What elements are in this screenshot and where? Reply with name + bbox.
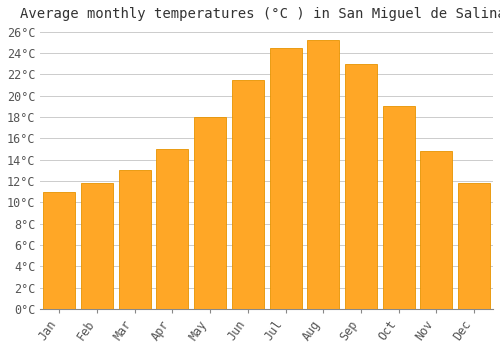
Bar <box>194 117 226 309</box>
Bar <box>118 170 150 309</box>
Bar <box>420 151 452 309</box>
Bar <box>270 48 302 309</box>
Bar <box>458 183 490 309</box>
Bar <box>156 149 188 309</box>
Bar <box>382 106 415 309</box>
Bar <box>232 80 264 309</box>
Bar <box>43 192 75 309</box>
Bar <box>307 40 340 309</box>
Bar <box>81 183 113 309</box>
Bar <box>345 64 377 309</box>
Title: Average monthly temperatures (°C ) in San Miguel de Salinas: Average monthly temperatures (°C ) in Sa… <box>20 7 500 21</box>
